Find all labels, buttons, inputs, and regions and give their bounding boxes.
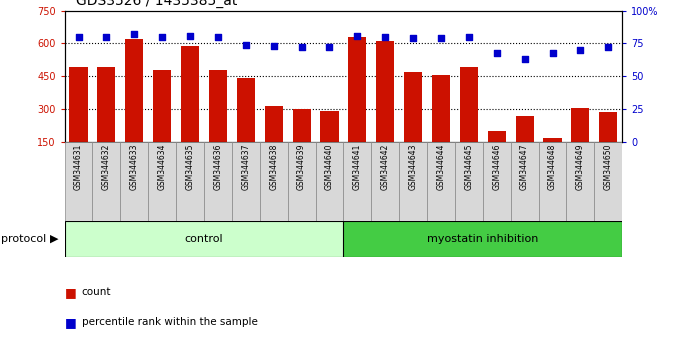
Bar — [265, 105, 283, 175]
Text: GSM344633: GSM344633 — [130, 144, 139, 190]
Text: GSM344647: GSM344647 — [520, 144, 529, 190]
Point — [464, 34, 475, 40]
Point — [602, 45, 613, 50]
Bar — [237, 78, 255, 175]
Bar — [571, 108, 590, 175]
Point — [491, 50, 502, 55]
Point — [73, 34, 84, 40]
Point — [296, 45, 307, 50]
Bar — [204, 142, 232, 221]
Bar — [69, 67, 88, 175]
Bar — [65, 142, 92, 221]
Bar — [232, 142, 260, 221]
Point — [101, 34, 112, 40]
Bar — [427, 142, 455, 221]
Bar — [65, 221, 343, 257]
Bar — [488, 131, 506, 175]
Text: GSM344638: GSM344638 — [269, 144, 278, 190]
Point — [324, 45, 335, 50]
Bar — [288, 142, 316, 221]
Text: GSM344634: GSM344634 — [158, 144, 167, 190]
Bar — [511, 142, 539, 221]
Bar — [432, 75, 450, 175]
Point — [547, 50, 558, 55]
Text: GSM344648: GSM344648 — [548, 144, 557, 190]
Bar — [594, 142, 622, 221]
Text: ▶: ▶ — [50, 234, 58, 244]
Point — [520, 56, 530, 62]
Text: GSM344639: GSM344639 — [297, 144, 306, 190]
Bar — [376, 41, 394, 175]
Text: control: control — [185, 234, 223, 244]
Text: GSM344649: GSM344649 — [576, 144, 585, 190]
Text: GSM344650: GSM344650 — [604, 144, 613, 190]
Text: count: count — [82, 287, 111, 297]
Text: GSM344641: GSM344641 — [353, 144, 362, 190]
Point — [269, 43, 279, 49]
Point — [575, 47, 586, 53]
Text: GSM344644: GSM344644 — [437, 144, 445, 190]
Bar — [292, 109, 311, 175]
Text: GSM344632: GSM344632 — [102, 144, 111, 190]
Bar — [343, 221, 622, 257]
Text: GDS3526 / 1435385_at: GDS3526 / 1435385_at — [75, 0, 237, 8]
Point — [379, 34, 390, 40]
Bar — [483, 142, 511, 221]
Bar — [371, 142, 399, 221]
Text: GSM344640: GSM344640 — [325, 144, 334, 190]
Bar — [455, 142, 483, 221]
Point — [185, 33, 196, 38]
Bar — [343, 142, 371, 221]
Bar — [176, 142, 204, 221]
Bar — [97, 67, 116, 175]
Bar — [404, 72, 422, 175]
Point — [408, 35, 419, 41]
Bar — [539, 142, 566, 221]
Bar — [316, 142, 343, 221]
Text: GSM344637: GSM344637 — [241, 144, 250, 190]
Bar — [260, 142, 288, 221]
Text: GSM344635: GSM344635 — [186, 144, 194, 190]
Bar — [181, 46, 199, 175]
Text: protocol: protocol — [1, 234, 47, 244]
Point — [212, 34, 223, 40]
Text: ■: ■ — [65, 316, 76, 329]
Bar — [320, 111, 339, 175]
Bar — [348, 37, 367, 175]
Bar — [460, 67, 478, 175]
Text: percentile rank within the sample: percentile rank within the sample — [82, 317, 258, 327]
Point — [352, 33, 363, 38]
Bar — [125, 39, 143, 175]
Bar — [209, 70, 227, 175]
Point — [129, 32, 140, 37]
Bar — [566, 142, 594, 221]
Point — [156, 34, 168, 40]
Text: GSM344643: GSM344643 — [409, 144, 418, 190]
Point — [241, 42, 252, 47]
Text: GSM344646: GSM344646 — [492, 144, 501, 190]
Text: myostatin inhibition: myostatin inhibition — [427, 234, 539, 244]
Bar — [120, 142, 148, 221]
Bar — [543, 138, 562, 175]
Bar — [399, 142, 427, 221]
Text: GSM344636: GSM344636 — [214, 144, 222, 190]
Text: GSM344631: GSM344631 — [74, 144, 83, 190]
Bar — [153, 70, 171, 175]
Text: GSM344645: GSM344645 — [464, 144, 473, 190]
Bar — [148, 142, 176, 221]
Bar — [92, 142, 120, 221]
Point — [435, 35, 446, 41]
Text: ■: ■ — [65, 286, 76, 298]
Text: GSM344642: GSM344642 — [381, 144, 390, 190]
Bar — [599, 112, 617, 175]
Bar — [515, 116, 534, 175]
